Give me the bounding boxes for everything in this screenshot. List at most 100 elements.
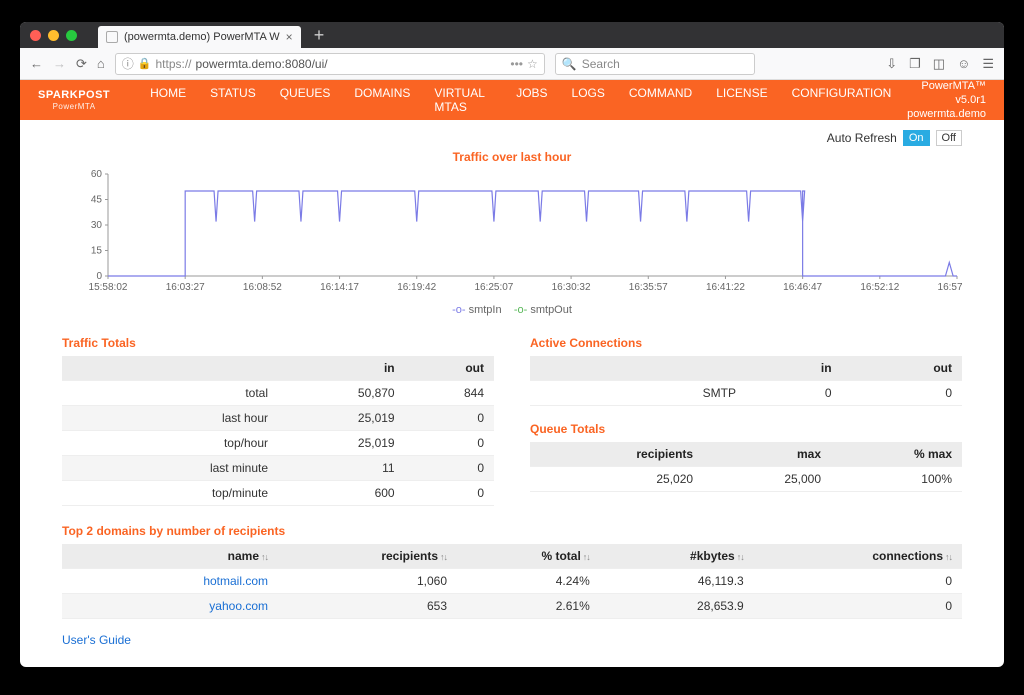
cell-in: 0 — [746, 381, 842, 406]
th-name[interactable]: name↑↓ — [62, 544, 278, 569]
svg-text:16:19:42: 16:19:42 — [397, 282, 436, 293]
nav-home[interactable]: HOME — [150, 74, 186, 126]
nav-logs[interactable]: LOGS — [572, 74, 605, 126]
sort-icon: ↑↓ — [945, 552, 952, 562]
traffic-totals-table: in out total 50,870 844last hour 25,019 … — [62, 356, 494, 506]
logo[interactable]: SPARKPOST PowerMTA — [38, 90, 110, 111]
svg-text:16:41:22: 16:41:22 — [706, 282, 745, 293]
tab-close-icon[interactable]: × — [286, 30, 293, 44]
table-row: SMTP 0 0 — [530, 381, 962, 406]
table-row: total 50,870 844 — [62, 381, 494, 406]
downloads-icon[interactable]: ⇩ — [886, 56, 897, 72]
table-row: yahoo.com 653 2.61% 28,653.9 0 — [62, 594, 962, 619]
search-box[interactable]: 🔍 Search — [555, 53, 755, 75]
th-recipients[interactable]: recipients↑↓ — [278, 544, 457, 569]
search-placeholder: Search — [582, 57, 620, 71]
tab-title: (powermta.demo) PowerMTA W — [124, 31, 280, 43]
browser-tab[interactable]: (powermta.demo) PowerMTA W × — [98, 26, 301, 48]
nav-virtual-mtas[interactable]: VIRTUAL MTAS — [434, 74, 492, 126]
url-text: powermta.demo:8080/ui/ — [196, 57, 328, 71]
sort-icon: ↑↓ — [737, 552, 744, 562]
svg-text:16:08:52: 16:08:52 — [243, 282, 282, 293]
nav-domains[interactable]: DOMAINS — [354, 74, 410, 126]
window-zoom-icon[interactable] — [66, 30, 77, 41]
svg-text:0: 0 — [96, 271, 102, 282]
auto-refresh-on-button[interactable]: On — [903, 130, 930, 146]
table-row: 25,020 25,000 100% — [530, 467, 962, 492]
auto-refresh-off-button[interactable]: Off — [936, 130, 962, 146]
cell-name: yahoo.com — [62, 594, 278, 619]
nav-configuration[interactable]: CONFIGURATION — [792, 74, 892, 126]
library-icon[interactable]: ❐ — [909, 56, 921, 72]
svg-text:16:14:17: 16:14:17 — [320, 282, 359, 293]
active-connections-title: Active Connections — [530, 336, 962, 350]
info-icon[interactable]: ⓘ — [122, 55, 134, 72]
chart-title: Traffic over last hour — [62, 150, 962, 164]
window-close-icon[interactable] — [30, 30, 41, 41]
url-bar[interactable]: ⓘ 🔒 https://powermta.demo:8080/ui/ ••• ☆ — [115, 53, 545, 75]
legend-smtpin-label: smtpIn — [469, 304, 502, 316]
forward-icon[interactable]: → — [53, 56, 66, 71]
cell-kbytes: 28,653.9 — [600, 594, 754, 619]
window-titlebar: (powermta.demo) PowerMTA W × + — [20, 22, 1004, 48]
cell-out: 844 — [405, 381, 494, 406]
svg-text:16:46:47: 16:46:47 — [783, 282, 822, 293]
browser-window: (powermta.demo) PowerMTA W × + ← → ⟳ ⌂ ⓘ… — [20, 22, 1004, 667]
page-action-icon[interactable]: ••• — [510, 57, 523, 71]
legend-smtpout-label: smtpOut — [530, 304, 572, 316]
th-connections[interactable]: connections↑↓ — [754, 544, 962, 569]
nav-right: PowerMTA™ v5.0r1 powermta.demo — [891, 79, 986, 122]
row-label: last minute — [62, 456, 278, 481]
cell-conn: 0 — [754, 594, 962, 619]
logo-sub: PowerMTA — [38, 103, 110, 111]
window-minimize-icon[interactable] — [48, 30, 59, 41]
bookmark-icon[interactable]: ☆ — [527, 57, 538, 71]
cell-out: 0 — [405, 456, 494, 481]
domain-link[interactable]: yahoo.com — [209, 599, 268, 613]
domain-link[interactable]: hotmail.com — [203, 574, 268, 588]
menu-icon[interactable]: ☰ — [982, 56, 994, 72]
traffic-chart: 60453015015:58:0216:03:2716:08:5216:14:1… — [62, 168, 962, 298]
cell-in: 50,870 — [278, 381, 405, 406]
cell-kbytes: 46,119.3 — [600, 569, 754, 594]
sidebar-icon[interactable]: ◫ — [933, 56, 945, 72]
svg-text:30: 30 — [91, 220, 103, 231]
svg-text:16:57:37: 16:57:37 — [938, 282, 962, 293]
cell-recipients: 1,060 — [278, 569, 457, 594]
nav-jobs[interactable]: JOBS — [516, 74, 547, 126]
toolbar-right: ⇩ ❐ ◫ ☺ ☰ — [886, 56, 994, 72]
cell-recipients: 25,020 — [530, 467, 703, 492]
row-label: top/minute — [62, 481, 278, 506]
users-guide-link[interactable]: User's Guide — [62, 633, 962, 647]
nav-license[interactable]: LICENSE — [716, 74, 767, 126]
table-row: top/hour 25,019 0 — [62, 431, 494, 456]
back-icon[interactable]: ← — [30, 56, 43, 71]
auto-refresh: Auto Refresh On Off — [62, 130, 962, 146]
th-kbytes[interactable]: #kbytes↑↓ — [600, 544, 754, 569]
th-total[interactable]: % total↑↓ — [457, 544, 600, 569]
home-icon[interactable]: ⌂ — [97, 56, 105, 71]
svg-text:15: 15 — [91, 246, 103, 257]
cell-in: 25,019 — [278, 406, 405, 431]
new-tab-button[interactable]: + — [314, 25, 325, 46]
svg-text:16:30:32: 16:30:32 — [552, 282, 591, 293]
page-content: Auto Refresh On Off Traffic over last ho… — [20, 120, 1004, 667]
nav-command[interactable]: COMMAND — [629, 74, 692, 126]
reload-icon[interactable]: ⟳ — [76, 56, 87, 72]
cell-max: 25,000 — [703, 467, 831, 492]
nav-status[interactable]: STATUS — [210, 74, 256, 126]
th-pctmax: % max — [831, 442, 962, 467]
legend-smtpin-marker: -o- — [452, 304, 465, 316]
cell-in: 600 — [278, 481, 405, 506]
account-icon[interactable]: ☺ — [957, 56, 970, 72]
table-row: last hour 25,019 0 — [62, 406, 494, 431]
auto-refresh-label: Auto Refresh — [827, 131, 897, 145]
version-label: PowerMTA™ v5.0r1 — [891, 79, 986, 108]
sort-icon: ↑↓ — [440, 552, 447, 562]
search-icon: 🔍 — [562, 57, 577, 71]
cell-out: 0 — [405, 431, 494, 456]
nav-queues[interactable]: QUEUES — [280, 74, 331, 126]
active-connections-table: in out SMTP 0 0 — [530, 356, 962, 406]
cell-out: 0 — [842, 381, 962, 406]
traffic-totals-title: Traffic Totals — [62, 336, 494, 350]
